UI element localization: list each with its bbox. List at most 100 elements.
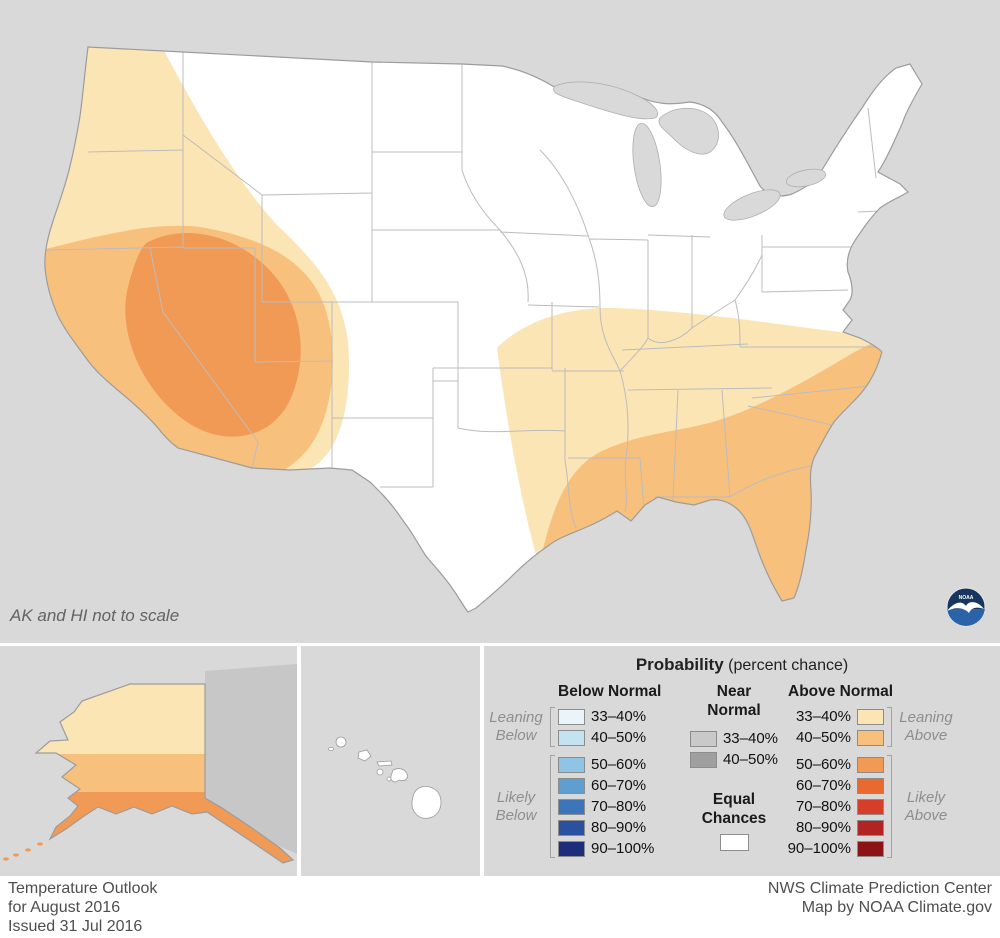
below-normal-header: Below Normal xyxy=(558,683,662,700)
legend-row-label: 60–70% xyxy=(795,777,851,794)
scale-note: AK and HI not to scale xyxy=(10,606,180,625)
legend-row: 40–50% xyxy=(788,727,884,748)
alaska-map-svg xyxy=(0,646,297,876)
legend-swatch xyxy=(558,840,585,857)
group-bracket xyxy=(550,755,555,858)
legend-swatch xyxy=(689,751,717,768)
legend-row-label: 50–60% xyxy=(795,756,851,773)
hawaii-inset xyxy=(301,646,480,876)
below-normal-column: Below Normal Leaning Below 33–40% 40–50%… xyxy=(489,682,662,859)
legend-swatch xyxy=(857,777,884,794)
equal-chances-swatch xyxy=(719,834,749,851)
legend-row: 60–70% xyxy=(558,775,654,796)
outlook-caption-line3: Issued 31 Jul 2016 xyxy=(8,918,143,935)
legend-swatch xyxy=(558,819,585,836)
legend-row-label: 33–40% xyxy=(591,708,647,725)
legend-swatch xyxy=(857,798,884,815)
legend-swatch xyxy=(558,729,585,746)
legend-row-label: 33–40% xyxy=(795,708,851,725)
legend-title-text: Probability xyxy=(635,655,724,674)
footer: Temperature Outlook for August 2016 Issu… xyxy=(0,876,1000,938)
noaa-logo-icon: NOAA xyxy=(946,587,986,627)
leaning-above-label: Leaning Above xyxy=(899,709,953,744)
legend-row: 80–90% xyxy=(788,817,884,838)
likely-above-group: Likely Above 50–60% 60–70% 70–80% xyxy=(787,754,947,859)
legend-title: Probability (percent chance) xyxy=(484,655,1000,675)
legend-row-label: 80–90% xyxy=(591,819,647,836)
legend-row: 40–50% xyxy=(558,727,654,748)
legend-row-label: 50–60% xyxy=(591,756,647,773)
legend-row: 33–40% xyxy=(688,728,780,749)
canada-landmass xyxy=(205,664,297,854)
legend-row-label: 60–70% xyxy=(591,777,647,794)
group-bracket xyxy=(887,707,892,747)
noaa-logo-text: NOAA xyxy=(959,595,974,601)
lake-ontario-icon xyxy=(785,168,827,188)
legend-swatch xyxy=(689,730,717,747)
credit-line1: NWS Climate Prediction Center xyxy=(767,880,992,897)
legend-row-label: 40–50% xyxy=(591,729,647,746)
legend-row: 50–60% xyxy=(788,754,884,775)
us-map-svg xyxy=(44,46,923,613)
alaska-inset xyxy=(0,646,297,876)
legend-row-label: 90–100% xyxy=(787,840,851,857)
legend-row-label: 33–40% xyxy=(722,730,779,747)
lake-huron-icon xyxy=(658,107,719,155)
hawaii-islands xyxy=(328,736,442,819)
credit-line2: Map by NOAA Climate.gov xyxy=(801,899,992,916)
legend-row: 40–50% xyxy=(688,749,780,770)
great-lakes xyxy=(553,81,827,221)
legend-row: 80–90% xyxy=(558,817,654,838)
above-normal-50-60-region-west xyxy=(125,233,301,437)
equal-chances-label: Equal Chances xyxy=(701,791,767,827)
near-normal-header: Near Normal xyxy=(707,683,761,719)
legend-swatch xyxy=(857,708,884,725)
likely-below-label: Likely Below xyxy=(495,788,537,824)
legend-row-label: 40–50% xyxy=(795,729,851,746)
leaning-below-label: Leaning Below xyxy=(489,709,543,744)
legend-row-label: 70–80% xyxy=(591,798,647,815)
near-normal-column: Near Normal 33–40% 40–50% Equal Chances xyxy=(688,682,780,851)
legend: Probability (percent chance) Below Norma… xyxy=(484,646,1000,876)
legend-row-label: 80–90% xyxy=(795,819,851,836)
legend-swatch xyxy=(857,729,884,746)
legend-swatch xyxy=(857,840,884,857)
noaa-logo: NOAA xyxy=(946,587,986,627)
legend-row: 33–40% xyxy=(558,706,654,727)
legend-row: 60–70% xyxy=(788,775,884,796)
legend-row: 70–80% xyxy=(558,796,654,817)
lake-erie-icon xyxy=(723,189,781,221)
inset-row: Probability (percent chance) Below Norma… xyxy=(0,646,1000,876)
legend-swatch xyxy=(857,819,884,836)
us-map-area: AK and HI not to scale NOAA xyxy=(0,0,1000,643)
legend-swatch xyxy=(558,798,585,815)
above-normal-column: Above Normal Leaning Above 33–40% 40–50%… xyxy=(787,682,953,859)
credit-caption: NWS Climate Prediction Center Map by NOA… xyxy=(768,879,992,917)
lake-michigan-icon xyxy=(632,122,662,208)
legend-swatch xyxy=(558,777,585,794)
legend-title-note: (percent chance) xyxy=(728,657,849,674)
state-borders xyxy=(45,52,903,529)
above-normal-header: Above Normal xyxy=(788,683,894,700)
likely-below-group: Likely Below 50–60% 60–70% 70–80% xyxy=(496,754,654,859)
legend-swatch xyxy=(558,756,585,773)
leaning-above-group: Leaning Above 33–40% 40–50% xyxy=(788,706,953,748)
legend-row: 33–40% xyxy=(788,706,884,727)
likely-above-label: Likely Above xyxy=(904,788,948,824)
outlook-caption-line1: Temperature Outlook xyxy=(8,880,158,897)
legend-swatch xyxy=(558,708,585,725)
aleutian-islands xyxy=(3,842,43,861)
group-bracket xyxy=(887,755,892,858)
legend-swatch xyxy=(857,756,884,773)
outlook-caption: Temperature Outlook for August 2016 Issu… xyxy=(8,879,157,936)
outlook-caption-line2: for August 2016 xyxy=(8,899,121,916)
legend-row: 90–100% xyxy=(558,838,654,859)
legend-row: 70–80% xyxy=(788,796,884,817)
legend-row-label: 40–50% xyxy=(722,751,779,768)
group-bracket xyxy=(550,707,555,747)
hawaii-map-svg xyxy=(301,646,480,876)
legend-row-label: 70–80% xyxy=(795,798,851,815)
leaning-below-group: Leaning Below 33–40% 40–50% xyxy=(489,706,654,748)
alaska-outline xyxy=(34,683,295,864)
